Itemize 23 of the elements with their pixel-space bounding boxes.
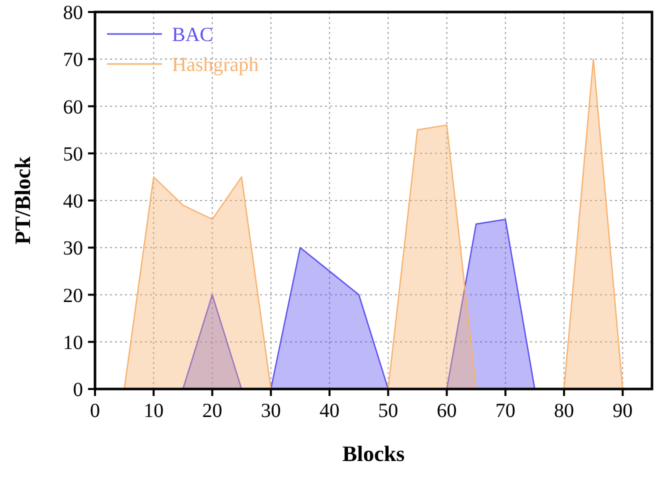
y-tick-label: 80: [63, 2, 83, 24]
x-tick-label: 40: [320, 400, 340, 422]
x-tick-label: 20: [202, 400, 222, 422]
x-tick-label: 50: [378, 400, 398, 422]
x-tick-label: 60: [436, 400, 457, 422]
x-tick-label: 70: [495, 400, 516, 422]
y-tick-label: 10: [63, 332, 83, 354]
x-tick-label: 30: [260, 400, 281, 422]
legend-label: BAC: [172, 24, 214, 46]
x-tick-label: 10: [144, 400, 164, 422]
y-tick-label: 50: [63, 143, 83, 166]
y-tick-label: 30: [63, 238, 83, 260]
y-axis-title: PT/Block: [10, 156, 35, 245]
y-tick-label: 70: [63, 49, 83, 72]
y-tick-label: 0: [73, 379, 83, 401]
x-tick-label: 80: [554, 400, 574, 422]
y-tick-label: 60: [63, 96, 83, 118]
x-tick-label: 0: [90, 400, 100, 422]
y-tick-label: 20: [63, 284, 83, 307]
x-tick-label: 90: [612, 400, 633, 422]
legend-label: Hashgraph: [172, 54, 259, 76]
y-tick-label: 40: [63, 190, 83, 212]
x-axis-title: Blocks: [342, 441, 406, 466]
